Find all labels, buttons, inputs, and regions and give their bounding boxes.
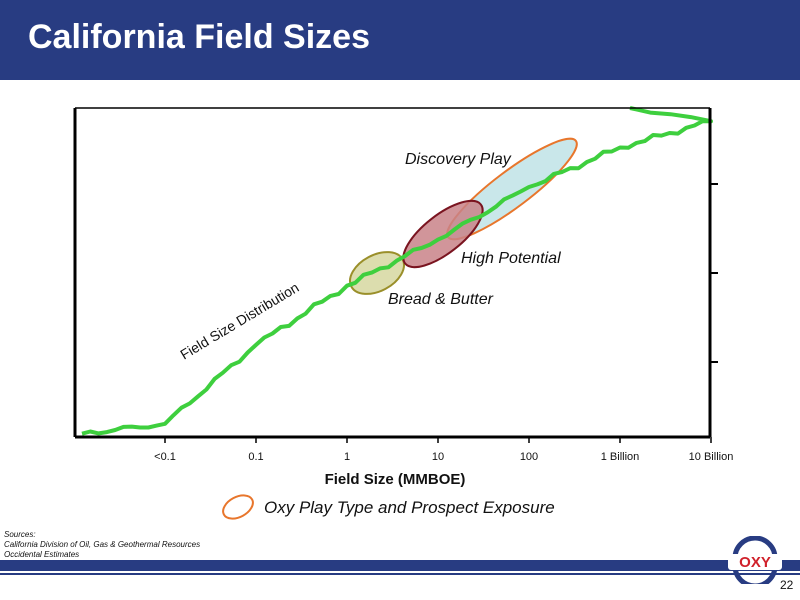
page-number: 22 [780, 578, 794, 592]
header-bar: California Field Sizes [0, 0, 800, 80]
oxy-logo: OXY [726, 535, 784, 589]
sources-line-1: California Division of Oil, Gas & Geothe… [4, 540, 201, 549]
field-size-chart: <0.1 0.1 1 10 100 1 Billion 10 Billion Field Si… [73, 106, 734, 488]
x-tick-label: 1 Billion [601, 451, 640, 463]
annotation-label: Discovery Play [405, 151, 512, 168]
legend: Oxy Play Type and Prospect Exposure [220, 492, 640, 526]
sources-note: Sources: California Division of Oil, Gas… [4, 530, 200, 560]
annotation-ellipse-high-potential [402, 199, 484, 269]
logo-arc-icon [732, 535, 778, 559]
annotation-label: Bread & Butter [388, 291, 494, 308]
sources-heading: Sources: [4, 530, 36, 539]
sources-line-2: Occidental Estimates [4, 550, 80, 559]
x-axis-title: Field Size (MMBOE) [325, 471, 466, 488]
x-tick-label: 100 [520, 451, 538, 463]
annotation-label: High Potential [461, 250, 561, 267]
footer-bar [0, 560, 800, 571]
logo-badge-icon [728, 554, 782, 570]
x-tick-label: 1 [344, 451, 350, 463]
series-line-field-size-distribution [81, 106, 713, 436]
logo-text: OXY [739, 554, 771, 571]
page-title: California Field Sizes [28, 18, 370, 56]
x-tick-label: <0.1 [154, 451, 176, 463]
footer-rule [0, 573, 800, 575]
x-tick-label: 10 [432, 451, 444, 463]
legend-label: Oxy Play Type and Prospect Exposure [264, 498, 555, 517]
x-tick-label: 10 Billion [689, 451, 734, 463]
curve-label: Field Size Distribution [177, 279, 301, 362]
x-tick-label: 0.1 [248, 451, 263, 463]
legend-swatch-ellipse [222, 494, 254, 520]
